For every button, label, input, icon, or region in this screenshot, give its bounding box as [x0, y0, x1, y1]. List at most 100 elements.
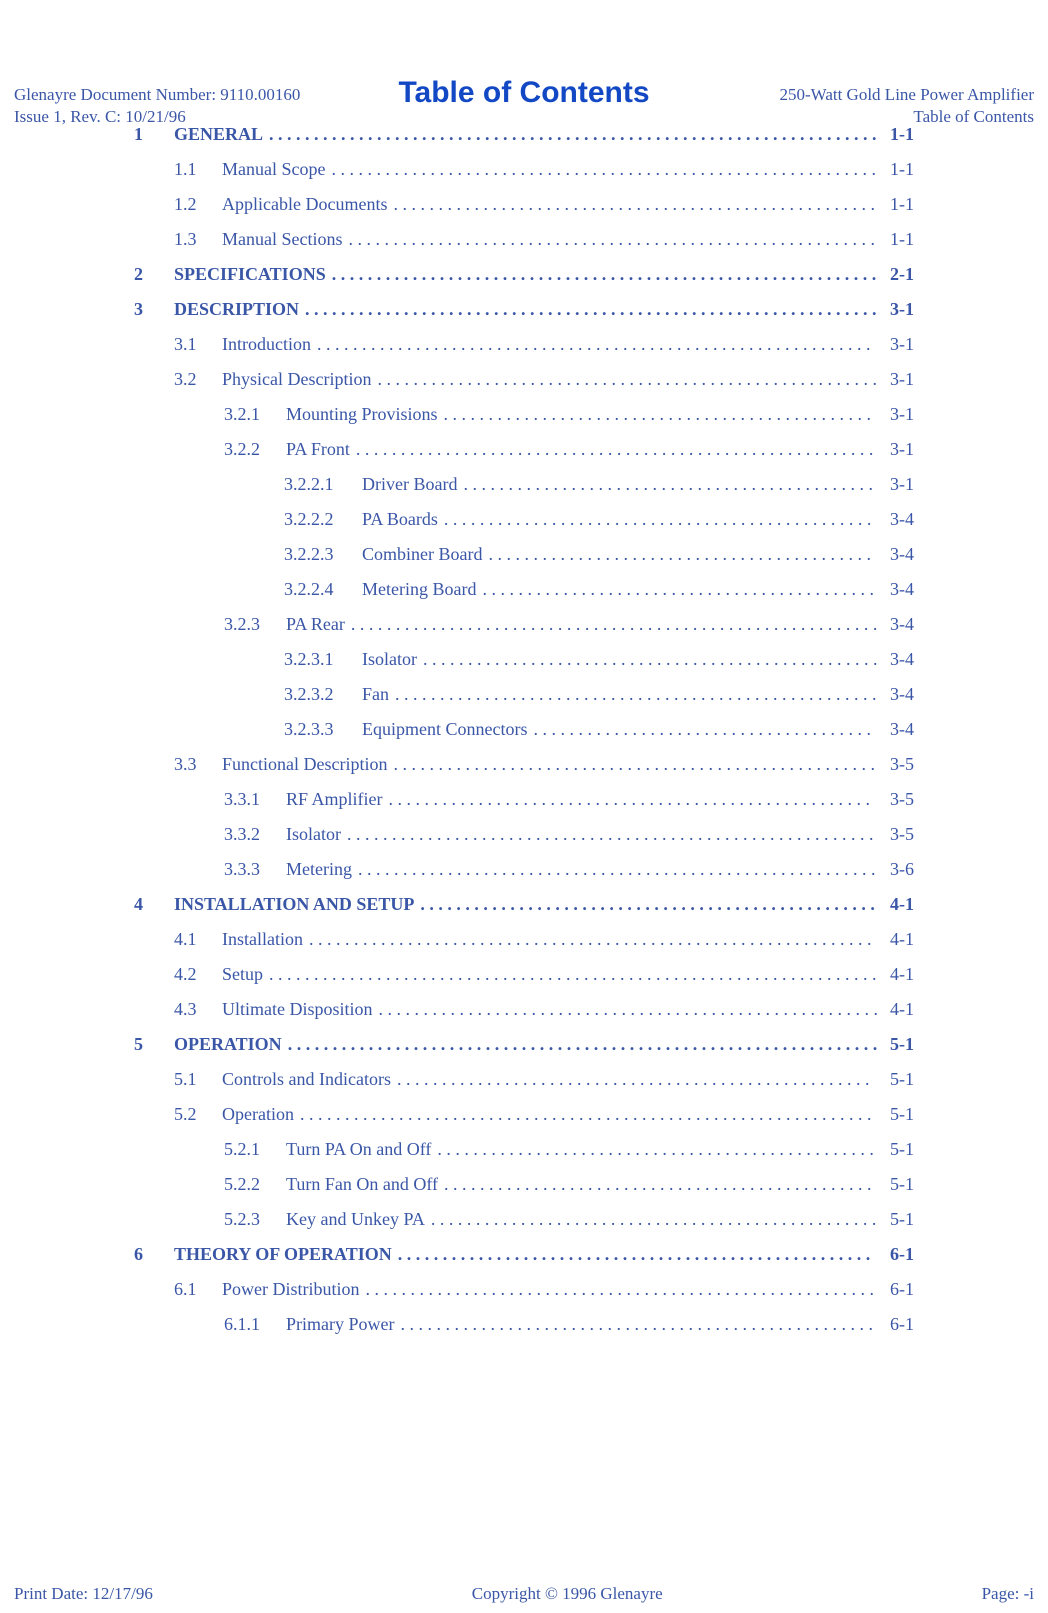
toc-entry: 3.2.3.1Isolator . . . . . . . . . . . . …	[284, 649, 914, 670]
toc-leader-dots: . . . . . . . . . . . . . . . . . . . . …	[358, 859, 878, 880]
toc-entry-label: Operation	[222, 1104, 294, 1125]
toc-leader-dots: . . . . . . . . . . . . . . . . . . . . …	[444, 509, 878, 530]
toc-entry-page: 5-1	[884, 1104, 914, 1125]
toc-leader-dots: . . . . . . . . . . . . . . . . . . . . …	[305, 299, 878, 320]
toc-entry-number: 5.2.1	[224, 1139, 286, 1160]
toc-entry-number: 1.1	[174, 159, 222, 180]
toc-entry: 5.1Controls and Indicators . . . . . . .…	[174, 1069, 914, 1090]
toc-entry: 3.3.2Isolator . . . . . . . . . . . . . …	[224, 824, 914, 845]
toc-entry: 1.2Applicable Documents . . . . . . . . …	[174, 194, 914, 215]
toc-entry-label: Key and Unkey PA	[286, 1209, 425, 1230]
toc-entry-page: 3-5	[884, 789, 914, 810]
header-product-name: 250-Watt Gold Line Power Amplifier	[779, 84, 1034, 106]
toc-entry-label: Mounting Provisions	[286, 404, 438, 425]
toc-entry: 3.3.3Metering . . . . . . . . . . . . . …	[224, 859, 914, 880]
toc-entry-label: Equipment Connectors	[362, 719, 527, 740]
toc-entry-number: 5	[134, 1034, 174, 1055]
toc-entry: 3DESCRIPTION . . . . . . . . . . . . . .…	[134, 299, 914, 320]
toc-leader-dots: . . . . . . . . . . . . . . . . . . . . …	[395, 684, 878, 705]
toc-entry-number: 3.3.2	[224, 824, 286, 845]
toc-entry: 3.2.1Mounting Provisions . . . . . . . .…	[224, 404, 914, 425]
page: Glenayre Document Number: 9110.00160 250…	[0, 76, 1048, 1613]
toc-entry-label: DESCRIPTION	[174, 299, 299, 320]
toc-entry: 4INSTALLATION AND SETUP . . . . . . . . …	[134, 894, 914, 915]
toc-entry-label: Fan	[362, 684, 389, 705]
toc-entry-page: 3-1	[884, 299, 914, 320]
toc-entry: 3.2.2.4Metering Board . . . . . . . . . …	[284, 579, 914, 600]
toc-entry-number: 3.2.3.1	[284, 649, 362, 670]
toc-leader-dots: . . . . . . . . . . . . . . . . . . . . …	[300, 1104, 878, 1125]
toc-entry: 4.3Ultimate Disposition . . . . . . . . …	[174, 999, 914, 1020]
toc-entry-page: 5-1	[884, 1069, 914, 1090]
toc-entry-label: Physical Description	[222, 369, 371, 390]
toc-entry-label: Metering	[286, 859, 352, 880]
toc-leader-dots: . . . . . . . . . . . . . . . . . . . . …	[397, 1069, 878, 1090]
toc-entry-number: 3.3.1	[224, 789, 286, 810]
toc-entry-number: 3.1	[174, 334, 222, 355]
toc-entry: 5.2.3Key and Unkey PA . . . . . . . . . …	[224, 1209, 914, 1230]
toc-entry-page: 2-1	[884, 264, 914, 285]
toc-entry-number: 4	[134, 894, 174, 915]
toc-entry-number: 3.2.2.3	[284, 544, 362, 565]
toc-entry-label: Turn PA On and Off	[286, 1139, 431, 1160]
toc-entry-number: 3.2.2	[224, 439, 286, 460]
toc-leader-dots: . . . . . . . . . . . . . . . . . . . . …	[398, 1244, 878, 1265]
toc-leader-dots: . . . . . . . . . . . . . . . . . . . . …	[400, 1314, 878, 1335]
toc-leader-dots: . . . . . . . . . . . . . . . . . . . . …	[488, 544, 878, 565]
toc-entry-page: 3-1	[884, 334, 914, 355]
toc-leader-dots: . . . . . . . . . . . . . . . . . . . . …	[332, 264, 878, 285]
toc-leader-dots: . . . . . . . . . . . . . . . . . . . . …	[393, 754, 878, 775]
toc-entry-number: 1.2	[174, 194, 222, 215]
toc-entry-page: 5-1	[884, 1209, 914, 1230]
toc-entry-page: 1-1	[884, 159, 914, 180]
toc-entry-page: 3-4	[884, 579, 914, 600]
toc-entry-number: 4.3	[174, 999, 222, 1020]
toc-entry-label: Primary Power	[286, 1314, 394, 1335]
toc-entry-number: 3.2.2.2	[284, 509, 362, 530]
footer-page-number: Page: -i	[982, 1583, 1034, 1605]
toc-entry-label: Introduction	[222, 334, 311, 355]
toc-entry-page: 3-4	[884, 509, 914, 530]
toc-leader-dots: . . . . . . . . . . . . . . . . . . . . …	[423, 649, 878, 670]
toc-leader-dots: . . . . . . . . . . . . . . . . . . . . …	[288, 1034, 878, 1055]
toc-entry-page: 3-1	[884, 369, 914, 390]
toc-entry: 5.2.1Turn PA On and Off . . . . . . . . …	[224, 1139, 914, 1160]
toc-entry-number: 5.2.3	[224, 1209, 286, 1230]
toc-leader-dots: . . . . . . . . . . . . . . . . . . . . …	[356, 439, 878, 460]
toc-leader-dots: . . . . . . . . . . . . . . . . . . . . …	[444, 1174, 878, 1195]
toc-entry-page: 5-1	[884, 1174, 914, 1195]
toc-entry: 4.2Setup . . . . . . . . . . . . . . . .…	[174, 964, 914, 985]
toc-entry-page: 3-4	[884, 544, 914, 565]
toc-entry-label: THEORY OF OPERATION	[174, 1244, 392, 1265]
toc-leader-dots: . . . . . . . . . . . . . . . . . . . . …	[347, 824, 878, 845]
toc-entry: 6.1.1Primary Power . . . . . . . . . . .…	[224, 1314, 914, 1335]
toc-entry-label: Controls and Indicators	[222, 1069, 391, 1090]
toc-entry: 5OPERATION . . . . . . . . . . . . . . .…	[134, 1034, 914, 1055]
toc-entry: 2SPECIFICATIONS . . . . . . . . . . . . …	[134, 264, 914, 285]
toc-entry-page: 4-1	[884, 964, 914, 985]
toc-entry-number: 4.1	[174, 929, 222, 950]
toc-leader-dots: . . . . . . . . . . . . . . . . . . . . …	[482, 579, 878, 600]
toc-entry-page: 6-1	[884, 1279, 914, 1300]
toc-leader-dots: . . . . . . . . . . . . . . . . . . . . …	[463, 474, 878, 495]
toc-leader-dots: . . . . . . . . . . . . . . . . . . . . …	[444, 404, 878, 425]
page-header: Glenayre Document Number: 9110.00160 250…	[0, 76, 1048, 136]
toc-entry-page: 5-1	[884, 1034, 914, 1055]
toc-entry-label: Combiner Board	[362, 544, 482, 565]
toc-leader-dots: . . . . . . . . . . . . . . . . . . . . …	[533, 719, 878, 740]
toc-entry-label: Isolator	[286, 824, 341, 845]
toc-entry-number: 5.2.2	[224, 1174, 286, 1195]
toc-entry-number: 2	[134, 264, 174, 285]
toc-entry-label: Driver Board	[362, 474, 457, 495]
toc-entry-label: OPERATION	[174, 1034, 282, 1055]
toc-entry: 3.2.3PA Rear . . . . . . . . . . . . . .…	[224, 614, 914, 635]
toc-entry: 6.1Power Distribution . . . . . . . . . …	[174, 1279, 914, 1300]
page-footer: Print Date: 12/17/96 Copyright © 1996 Gl…	[0, 1575, 1048, 1613]
toc-entry-label: INSTALLATION AND SETUP	[174, 894, 414, 915]
toc-entry: 1.3Manual Sections . . . . . . . . . . .…	[174, 229, 914, 250]
toc-entry-number: 3.2.3.2	[284, 684, 362, 705]
toc-entry-page: 3-4	[884, 649, 914, 670]
toc-entry: 3.2.2.3Combiner Board . . . . . . . . . …	[284, 544, 914, 565]
toc-entry-number: 4.2	[174, 964, 222, 985]
toc-entry-page: 3-1	[884, 474, 914, 495]
